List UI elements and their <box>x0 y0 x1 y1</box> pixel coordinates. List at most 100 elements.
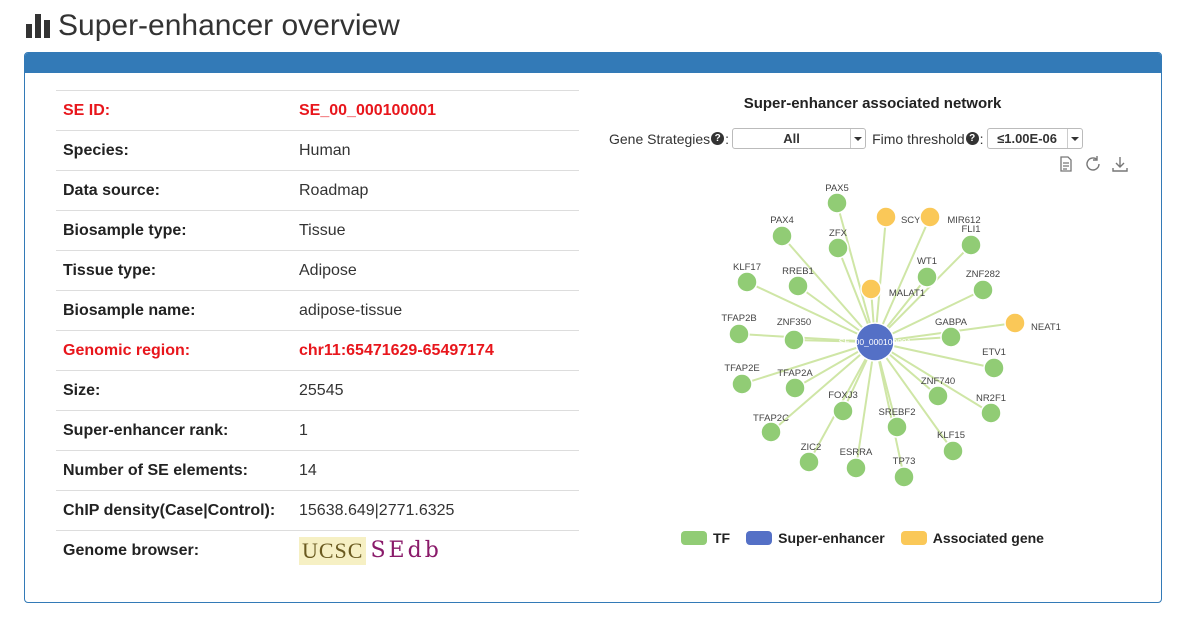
legend-swatch <box>681 531 707 545</box>
info-label: Size: <box>56 370 292 411</box>
document-icon[interactable] <box>1057 155 1075 173</box>
network-node[interactable]: ZNF740 <box>921 376 955 407</box>
network-title: Super-enhancer associated network <box>743 95 1002 112</box>
refresh-icon[interactable] <box>1084 155 1102 173</box>
network-node[interactable]: ZFX <box>827 228 849 259</box>
info-row: Genomic region: chr11:65471629-65497174 <box>56 330 579 371</box>
network-node[interactable]: ZIC2 <box>798 442 822 473</box>
node-label: SE_00_000100001 <box>839 337 912 347</box>
network-edge <box>770 341 876 433</box>
info-value: Roadmap <box>292 170 579 211</box>
info-value: UCSC SEdb <box>292 530 579 570</box>
node-label: ZIC2 <box>801 442 822 453</box>
node-label: TFAP2E <box>724 363 759 374</box>
node-label: TFAP2A <box>777 368 813 379</box>
network-node[interactable]: WT1 <box>916 256 938 288</box>
legend-item-super-enhancer[interactable]: Super-enhancer <box>746 530 885 546</box>
super-enhancer-node[interactable]: SE_00_000100001 <box>839 322 912 362</box>
node-circle <box>893 466 915 488</box>
node-label: ZNF740 <box>921 376 955 387</box>
legend-swatch <box>746 531 773 545</box>
node-circle <box>940 326 962 348</box>
info-label: SE ID: <box>56 90 292 131</box>
node-circle <box>845 457 867 479</box>
node-circle <box>919 206 941 228</box>
node-circle <box>972 279 994 301</box>
node-circle <box>736 271 758 293</box>
gene-strategies-label: Gene Strategies <box>609 130 711 147</box>
network-node[interactable]: NR2F1 <box>976 393 1006 424</box>
network-node[interactable]: KLF17 <box>733 262 761 293</box>
network-graph[interactable]: PAX5 PAX4 SCYL1 MIR612 ZFX FLI1 WT1 KLF17 RREB1 Z… <box>715 171 1145 501</box>
network-node[interactable]: FLI1 <box>960 224 982 256</box>
info-row: Genome browser: UCSC SEdb <box>56 530 579 570</box>
network-node[interactable]: NEAT1 <box>1004 312 1061 334</box>
network-node[interactable]: PAX4 <box>770 215 794 247</box>
node-circle <box>728 323 750 345</box>
overview-panel: SE ID: SE_00_000100001 Species: Human Data s… <box>24 52 1162 603</box>
info-label: Genome browser: <box>56 530 292 570</box>
legend-label: Super-enhancer <box>778 530 885 546</box>
node-circle <box>980 402 1002 424</box>
info-row: Species: Human <box>56 130 579 171</box>
node-label: RREB1 <box>782 266 814 277</box>
node-label: FLI1 <box>961 224 980 235</box>
network-edge <box>874 244 972 343</box>
network-edge <box>836 202 876 343</box>
network-node[interactable]: TFAP2E <box>724 363 760 395</box>
node-label: PAX5 <box>825 183 849 194</box>
colon-text: : <box>725 130 730 147</box>
network-node[interactable]: RREB1 <box>782 266 814 297</box>
network-node[interactable]: ESRRA <box>840 447 873 479</box>
network-node[interactable]: ZNF282 <box>966 269 1000 301</box>
node-label: WT1 <box>917 256 937 267</box>
network-node[interactable]: ZNF350 <box>777 317 811 351</box>
network-node[interactable]: TFAP2A <box>777 368 813 399</box>
fimo-threshold-select[interactable]: ≤1.00E-06 <box>986 128 1083 149</box>
info-row: Tissue type: Adipose <box>56 250 579 291</box>
node-label: GABPA <box>935 317 968 328</box>
legend-item-associated-gene[interactable]: Associated gene <box>900 530 1044 546</box>
node-label: ESRRA <box>840 447 873 458</box>
help-icon[interactable]: ? <box>711 132 725 145</box>
network-node[interactable]: MIR612 <box>919 206 981 228</box>
network-edge <box>874 341 992 414</box>
help-icon[interactable]: ? <box>965 132 979 145</box>
network-toolbox <box>1057 155 1129 173</box>
network-node[interactable]: SCYL1 <box>875 206 931 228</box>
node-circle <box>886 416 908 438</box>
network-node[interactable]: TP73 <box>893 456 916 488</box>
info-value: 14 <box>292 450 579 491</box>
network-node[interactable]: TFAP2C <box>753 413 789 443</box>
network-node[interactable]: MALAT1 <box>860 278 925 300</box>
info-value: Human <box>292 130 579 171</box>
ucsc-browser-link[interactable]: UCSC <box>299 536 367 565</box>
node-label: KLF15 <box>937 430 965 441</box>
network-node[interactable]: SREBF2 <box>879 407 916 438</box>
sedb-browser-link[interactable]: SEdb <box>370 538 442 563</box>
network-node[interactable]: ETV1 <box>982 347 1006 379</box>
download-icon[interactable] <box>1111 155 1129 173</box>
node-label: ETV1 <box>982 347 1006 358</box>
network-edge <box>874 216 887 343</box>
node-circle <box>960 234 982 256</box>
network-node[interactable]: PAX5 <box>825 183 849 214</box>
node-circle <box>826 192 848 214</box>
gene-strategies-select[interactable]: All <box>732 128 867 149</box>
network-node[interactable]: KLF15 <box>937 430 965 462</box>
legend-item-tf[interactable]: TF <box>681 530 730 546</box>
info-label: Super-enhancer rank: <box>56 410 292 451</box>
node-circle <box>927 385 949 407</box>
network-node[interactable]: FOXJ3 <box>828 390 858 422</box>
node-label: MALAT1 <box>889 288 925 299</box>
network-node[interactable]: TFAP2B <box>721 313 757 345</box>
info-table: SE ID: SE_00_000100001 Species: Human Data s… <box>56 90 579 570</box>
node-circle <box>760 421 782 443</box>
info-label: Biosample type: <box>56 210 292 251</box>
info-value: 1 <box>292 410 579 451</box>
bar-chart-icon <box>26 14 50 38</box>
info-value: 25545 <box>292 370 579 411</box>
info-row: ChIP density(Case|Control): 15638.649|277… <box>56 490 579 531</box>
node-circle <box>983 357 1005 379</box>
network-node[interactable]: GABPA <box>935 317 968 348</box>
